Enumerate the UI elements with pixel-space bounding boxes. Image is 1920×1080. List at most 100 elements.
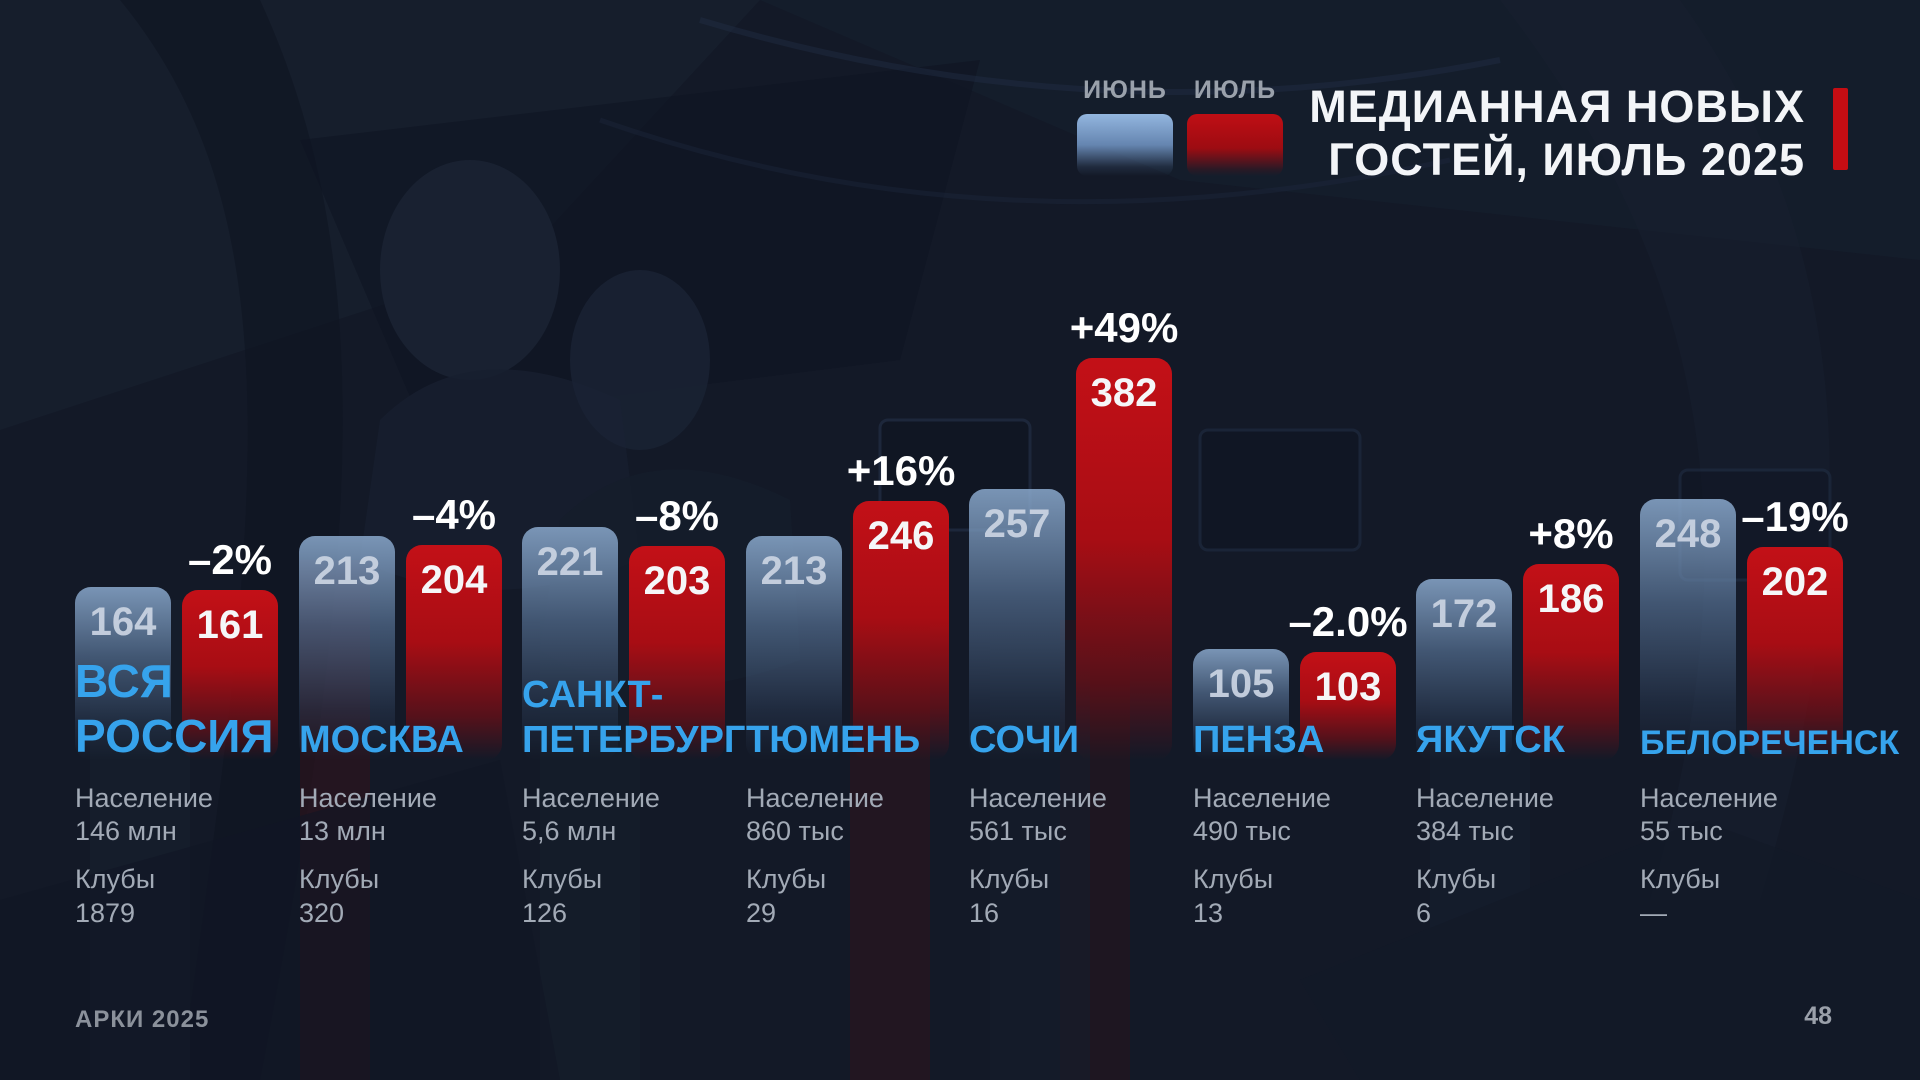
change-label: –19% (1741, 493, 1849, 540)
population-label: Население (969, 783, 1107, 813)
city-info: Население 384 тыс Клубы 6 (1416, 782, 1554, 945)
city-group: 213 204 –4% МОСКВА Население 13 млн Клубы 320 (299, 0, 509, 1080)
slide-title-line2: ГОСТЕЙ, ИЮЛЬ 2025 (1328, 134, 1805, 186)
city-name: ЯКУТСК (1416, 718, 1565, 764)
population-label: Население (1416, 783, 1554, 813)
june-value: 172 (1430, 592, 1498, 636)
city-name: ТЮМЕНЬ (746, 718, 920, 764)
legend-label-july: ИЮЛЬ (1193, 76, 1277, 104)
city-name-line: ЯКУТСК (1416, 719, 1565, 762)
clubs-label: Клубы (522, 864, 603, 895)
july-value: 246 (867, 514, 935, 558)
city-group: 248 202 –19% БЕЛОРЕЧЕНСК Население 55 тыс Клуб… (1640, 0, 1899, 1080)
clubs-value: 320 (299, 897, 345, 928)
city-info: Население 55 тыс Клубы — (1640, 782, 1778, 945)
july-value: 103 (1314, 665, 1382, 709)
july-value: 382 (1090, 371, 1158, 415)
city-name: БЕЛОРЕЧЕНСК (1640, 723, 1899, 764)
population-block: Население 490 тыс (1193, 782, 1331, 848)
clubs-block: Клубы 29 (746, 863, 884, 929)
june-value: 221 (536, 540, 604, 584)
population-value: 490 тыс (1193, 816, 1291, 847)
population-block: Население 55 тыс (1640, 782, 1778, 848)
city-name-line: МОСКВА (299, 719, 464, 762)
city-group: 105 103 –2.0% ПЕНЗА Население 490 тыс Клубы 13 (1193, 0, 1408, 1080)
clubs-block: Клубы 126 (522, 863, 660, 929)
change-label: –8% (634, 492, 720, 539)
clubs-label: Клубы (299, 864, 380, 895)
legend-item-july: ИЮЛЬ (1187, 76, 1283, 176)
clubs-value: 29 (746, 897, 777, 928)
change-label: –2% (187, 536, 273, 583)
june-bar: 213 (746, 536, 842, 760)
june-bar: 213 (299, 536, 395, 760)
clubs-block: Клубы 6 (1416, 863, 1554, 929)
population-block: Население 860 тыс (746, 782, 884, 848)
june-value: 213 (760, 549, 828, 593)
june-bar: 248 (1640, 499, 1736, 760)
city-name: МОСКВА (299, 718, 464, 764)
change-label: +49% (1069, 304, 1179, 351)
legend-item-june: ИЮНЬ (1077, 76, 1173, 176)
city-name-line: ТЮМЕНЬ (746, 719, 921, 762)
population-block: Население 5,6 млн (522, 782, 660, 848)
july-value: 204 (420, 558, 488, 602)
title-accent-bar (1833, 88, 1848, 170)
legend-swatch-june (1077, 114, 1173, 176)
city-name-line: РОССИЯ (75, 709, 274, 762)
clubs-label: Клубы (1640, 864, 1721, 895)
clubs-label: Клубы (75, 864, 156, 895)
clubs-value: 126 (522, 897, 568, 928)
june-value: 257 (983, 502, 1051, 546)
population-value: 146 млн (75, 816, 177, 847)
july-bar: 161 (182, 590, 278, 760)
city-name: ПЕНЗА (1193, 718, 1324, 764)
july-bar: 382 (1076, 358, 1172, 760)
clubs-block: Клубы 320 (299, 863, 437, 929)
city-name: САНКТ- ПЕТЕРБУРГ (522, 673, 745, 764)
clubs-value: 1879 (75, 897, 136, 928)
june-value: 105 (1207, 662, 1275, 706)
population-label: Население (299, 783, 437, 813)
city-group: 257 382 +49% СОЧИ Население 561 тыс Клубы 16 (969, 0, 1179, 1080)
city-name-line: ВСЯ (75, 654, 173, 707)
clubs-block: Клубы 16 (969, 863, 1107, 929)
city-info: Население 860 тыс Клубы 29 (746, 782, 884, 945)
city-info: Население 146 млн Клубы 1879 (75, 782, 213, 945)
population-value: 5,6 млн (522, 816, 617, 847)
clubs-value: — (1640, 897, 1667, 928)
july-value: 186 (1537, 577, 1605, 621)
population-value: 561 тыс (969, 816, 1067, 847)
city-info: Население 5,6 млн Клубы 126 (522, 782, 660, 945)
june-bar: 172 (1416, 579, 1512, 760)
city-name-line: СОЧИ (969, 719, 1080, 762)
city-name-line: ПЕТЕРБУРГ (522, 719, 746, 762)
june-bar: 105 (1193, 649, 1289, 760)
population-block: Население 146 млн (75, 782, 213, 848)
population-value: 13 млн (299, 816, 386, 847)
legend-label-june: ИЮНЬ (1083, 76, 1167, 104)
footer-brand: АРКИ 2025 (75, 1006, 210, 1033)
population-label: Население (75, 783, 213, 813)
population-label: Население (522, 783, 660, 813)
city-group: 221 203 –8% САНКТ- ПЕТЕРБУРГ Население 5,6 млн… (522, 0, 745, 1080)
city-name-line: БЕЛОРЕЧЕНСК (1640, 724, 1900, 763)
july-value: 161 (196, 603, 264, 647)
july-bar: 202 (1747, 547, 1843, 760)
june-value: 164 (89, 600, 157, 644)
july-value: 202 (1761, 560, 1829, 604)
june-bar: 257 (969, 489, 1065, 760)
july-value: 203 (643, 559, 711, 603)
city-group: 164 161 –2% ВСЯ РОССИЯ Население 146 млн Клубы 1… (75, 0, 285, 1080)
clubs-label: Клубы (1193, 864, 1274, 895)
june-value: 248 (1654, 512, 1722, 556)
july-bar: 246 (853, 501, 949, 760)
city-info: Население 13 млн Клубы 320 (299, 782, 437, 945)
change-label: –4% (411, 491, 497, 538)
city-name-line: САНКТ- (522, 673, 664, 716)
clubs-block: Клубы — (1640, 863, 1778, 929)
june-bar: 164 (75, 587, 171, 760)
city-info: Население 490 тыс Клубы 13 (1193, 782, 1331, 945)
clubs-label: Клубы (1416, 864, 1497, 895)
